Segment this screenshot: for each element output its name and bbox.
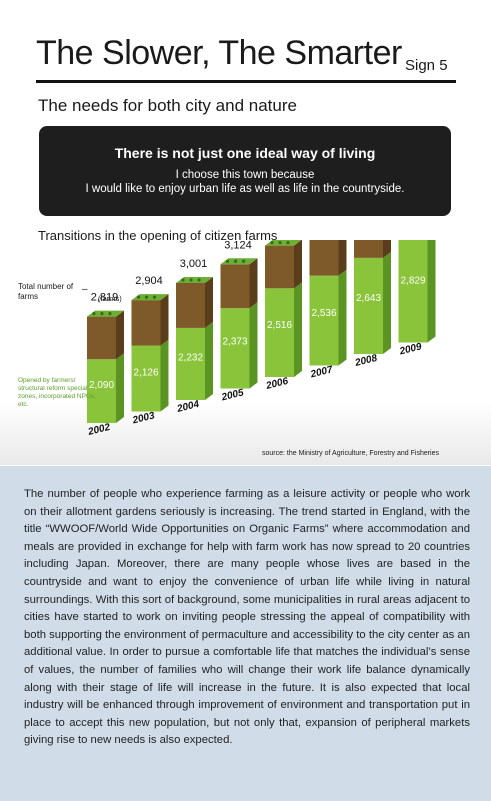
plant-mark [241,259,246,263]
plant-mark [108,311,112,316]
year-label: 2005 [220,387,246,403]
page-subtitle: The needs for both city and nature [38,96,297,115]
total-value-label: 3,124 [224,240,252,251]
bar-opened-2007 [309,275,339,366]
opened-value-label: 2,126 [133,367,158,378]
year-label: 2009 [398,341,424,357]
year-label: 2003 [131,410,157,426]
bar-cap-2003 [131,294,169,301]
bar-cap-2002 [87,310,124,317]
bar-opened-side-2004 [205,321,213,400]
year-label: 2007 [309,364,335,380]
bar-total-2007 [309,240,339,276]
total-value-label: 2,819 [91,292,119,304]
chart-title: Transitions in the opening of citizen fa… [38,228,278,243]
bar-opened-side-2007 [338,269,347,366]
body-paragraph: The number of people who experience farm… [24,488,470,747]
bar-total-side-2002 [116,310,124,360]
opened-value-label: 2,373 [222,336,247,347]
bar-opened-side-2008 [383,251,391,354]
bar-opened-2003 [131,345,161,412]
bar-opened-2004 [176,327,205,400]
bar-total-side-2005 [249,258,258,309]
bar-total-side-2004 [205,276,213,328]
total-farms-label: Total number of farms [18,282,74,301]
opened-value-label: 2,232 [178,352,203,363]
year-label: 2004 [175,399,201,415]
year-label: 2006 [264,376,290,392]
plant-mark [181,278,185,282]
plant-mark [144,295,149,299]
year-label: 2008 [353,353,379,369]
opened-value-label: 2,090 [89,380,114,391]
total-label-dash: – [82,284,88,295]
opened-value-label: 2,643 [356,293,381,304]
sign-number: Sign 5 [405,57,448,74]
plant-mark [136,295,141,299]
plant-mark [197,278,201,282]
bar-opened-2005 [220,308,250,389]
top-bar [0,0,491,12]
total-value-label: 3,001 [180,258,208,270]
bar-opened-2009 [398,240,428,343]
bar-total-side-2008 [383,240,391,258]
bar-opened-side-2002 [116,353,124,423]
bar-total-2006 [265,245,294,289]
bar-total-2002 [87,316,116,360]
plant-mark [286,241,290,245]
bar-chart: 2,819 2,090 2002 2,904 2,126 2003 3,001 2,232 20… [86,240,436,438]
plant-mark [189,278,193,282]
callout-box: There is not just one ideal way of livin… [39,126,451,216]
opened-value-label: 2,536 [311,308,336,319]
plant-mark [225,259,230,263]
bar-opened-2006 [265,288,294,377]
page-title: The Slower, The Smarter [36,34,402,72]
bar-opened-2008 [354,257,383,354]
title-rule [36,80,456,83]
bar-total-side-2003 [160,294,169,346]
plant-mark [152,295,157,299]
bar-opened-2002 [87,359,116,423]
text-panel [0,466,491,801]
bar-total-2004 [176,282,205,328]
bar-opened-side-2003 [160,339,169,412]
opened-value-label: 2,829 [400,276,425,287]
bar-cap-2004 [176,276,213,283]
bar-opened-side-2009 [427,240,436,343]
plant-mark [92,311,96,316]
bar-total-side-2006 [294,240,302,289]
plant-mark [100,311,104,316]
unit-label: (farms) [98,294,122,303]
source-note: source: the Ministry of Agriculture, For… [262,450,440,457]
opened-by-label: Opened by farmers/ structural reform spe… [18,377,97,408]
plant-mark [270,241,274,245]
bar-total-side-2007 [338,240,347,276]
year-label: 2002 [86,422,112,438]
callout-line-1: I choose this town because [175,169,315,181]
bar-total-2008 [354,240,383,258]
bar-opened-side-2005 [249,302,258,389]
bar-cap-2005 [220,258,258,265]
bar-total-2005 [220,264,250,309]
bar-total-2003 [131,300,161,346]
callout-line-2: I would like to enjoy urban life as well… [85,183,405,195]
bar-opened-side-2006 [294,282,302,377]
callout-heading: There is not just one ideal way of livin… [114,145,376,161]
total-value-label: 2,904 [135,275,163,287]
plant-mark [233,259,238,263]
plant-mark [278,241,282,245]
opened-value-label: 2,516 [267,320,292,331]
bar-cap-2006 [265,240,302,246]
